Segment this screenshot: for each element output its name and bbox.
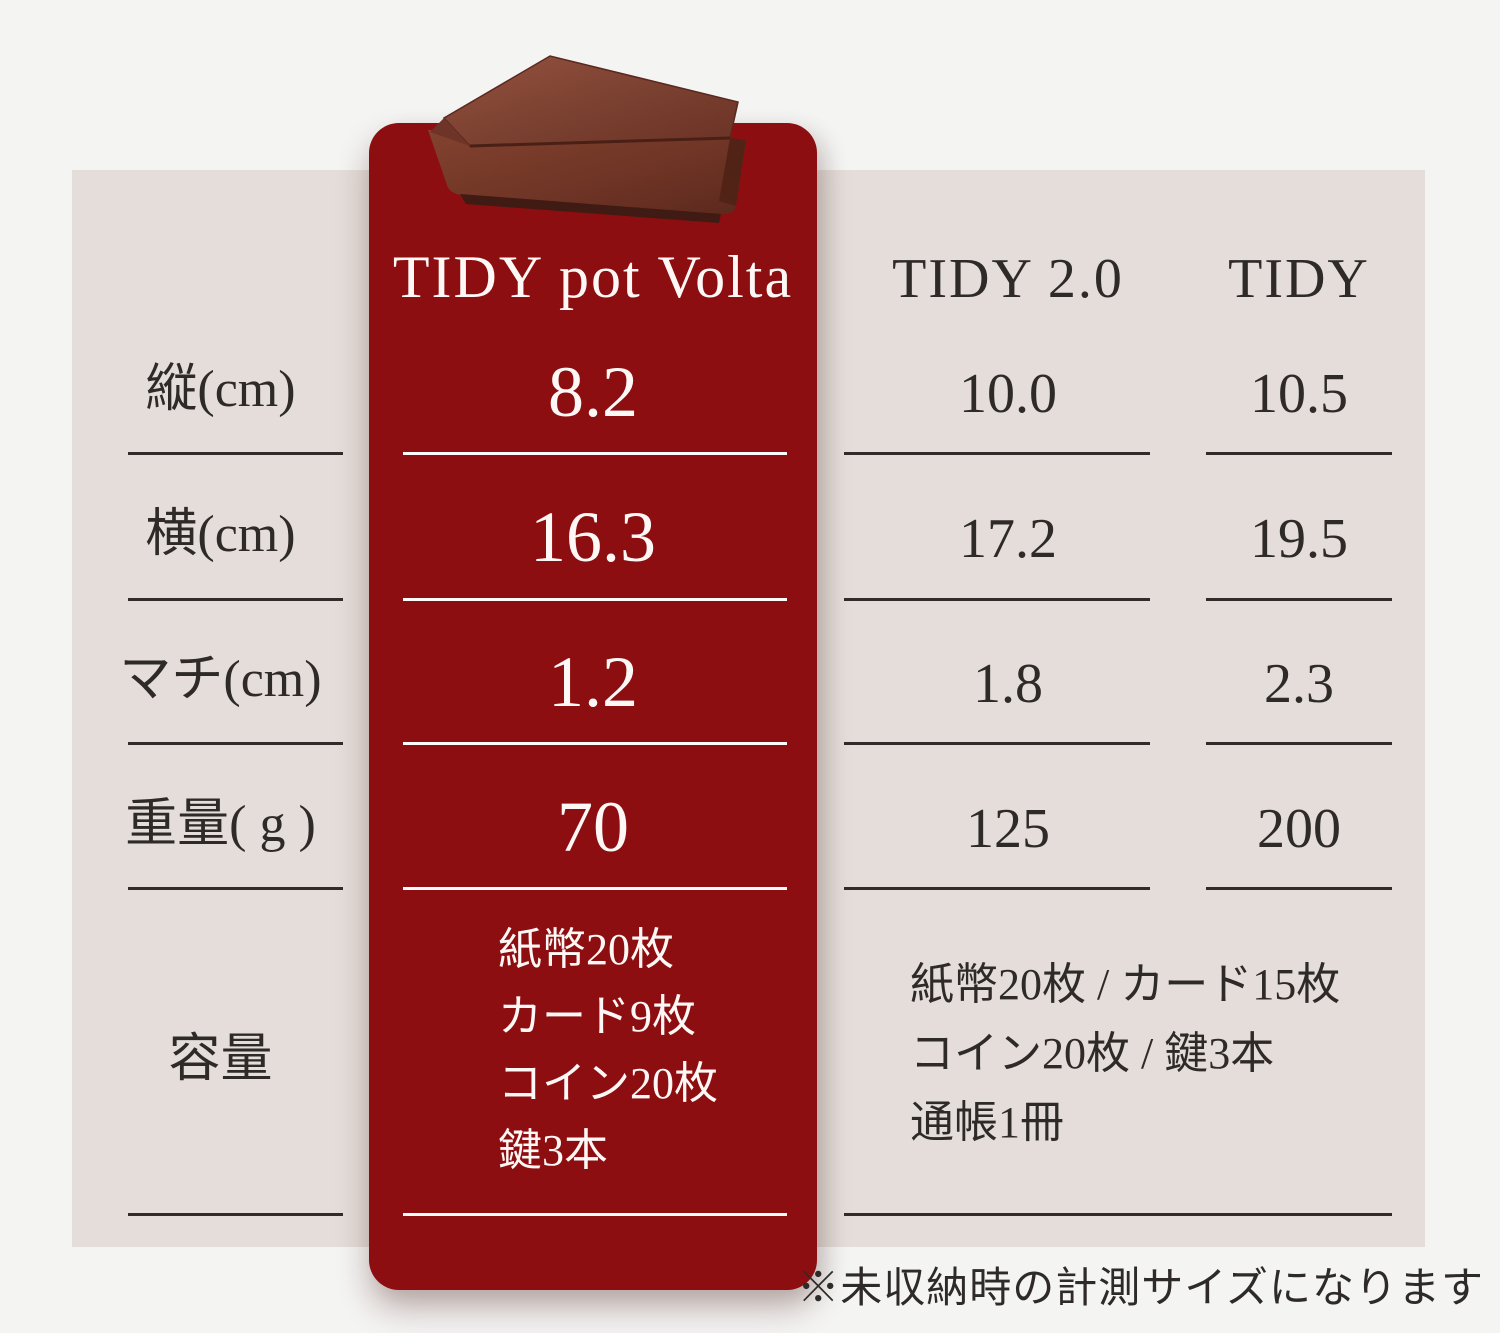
divider	[403, 887, 787, 890]
divider	[844, 598, 1150, 601]
wallet-product-image	[428, 55, 746, 223]
value-weight-volta: 70	[557, 786, 629, 867]
divider	[844, 887, 1150, 890]
divider	[128, 452, 343, 455]
value-height-volta: 8.2	[548, 351, 638, 432]
wallet-fold-corner	[430, 118, 470, 146]
capacity-list-volta: 紙幣20枚 カード9枚 コイン20枚 鍵3本	[498, 916, 718, 1184]
value-gusset-tidy20: 1.8	[973, 653, 1043, 715]
column-header-tidy20: TIDY 2.0	[892, 248, 1124, 310]
divider	[844, 1213, 1392, 1216]
highlight-column-volta	[369, 123, 817, 1290]
wallet-bottom-edge	[460, 194, 721, 223]
wallet-flap-shadow-line	[469, 136, 731, 148]
divider	[1206, 887, 1392, 890]
capacity-line: カード9枚	[498, 992, 696, 1041]
wallet-flap	[442, 55, 739, 147]
capacity-line: 紙幣20枚	[498, 925, 674, 974]
row-label-width: 横(cm)	[145, 506, 296, 563]
capacity-line: 通帳1冊	[910, 1098, 1064, 1147]
capacity-line: 紙幣20枚 / カード15枚	[910, 960, 1341, 1009]
wallet-side-edge	[719, 138, 746, 206]
capacity-list-tidy-models: 紙幣20枚 / カード15枚 コイン20枚 / 鍵3本 通帳1冊	[910, 950, 1340, 1157]
divider	[1206, 452, 1392, 455]
divider	[1206, 742, 1392, 745]
capacity-line: 鍵3本	[498, 1126, 608, 1175]
divider	[403, 742, 787, 745]
wallet-body	[428, 130, 746, 215]
value-gusset-tidy: 2.3	[1264, 653, 1334, 715]
value-weight-tidy: 200	[1257, 797, 1341, 860]
value-width-volta: 16.3	[530, 497, 656, 577]
capacity-line: コイン20枚 / 鍵3本	[910, 1029, 1275, 1078]
value-weight-tidy20: 125	[966, 797, 1050, 860]
divider	[403, 598, 787, 601]
divider	[128, 887, 343, 890]
divider	[1206, 598, 1392, 601]
row-label-capacity: 容量	[168, 1031, 273, 1088]
value-width-tidy: 19.5	[1250, 508, 1348, 570]
value-height-tidy20: 10.0	[959, 362, 1057, 425]
capacity-line: コイン20枚	[498, 1059, 718, 1108]
divider	[128, 598, 343, 601]
row-label-height: 縦(cm)	[145, 360, 296, 418]
column-header-volta: TIDY pot Volta	[392, 244, 794, 310]
row-label-weight: 重量( g )	[125, 795, 316, 853]
divider	[403, 1213, 787, 1216]
divider	[128, 1213, 343, 1216]
divider	[128, 742, 343, 745]
measurement-footnote: ※未収納時の計測サイズになります	[797, 1266, 1484, 1312]
column-header-tidy: TIDY	[1228, 248, 1370, 310]
divider	[403, 452, 787, 455]
divider	[844, 742, 1150, 745]
value-gusset-volta: 1.2	[548, 642, 638, 722]
value-width-tidy20: 17.2	[959, 508, 1057, 570]
row-label-gusset: マチ(cm)	[119, 651, 322, 708]
divider	[844, 452, 1150, 455]
value-height-tidy: 10.5	[1250, 362, 1348, 425]
